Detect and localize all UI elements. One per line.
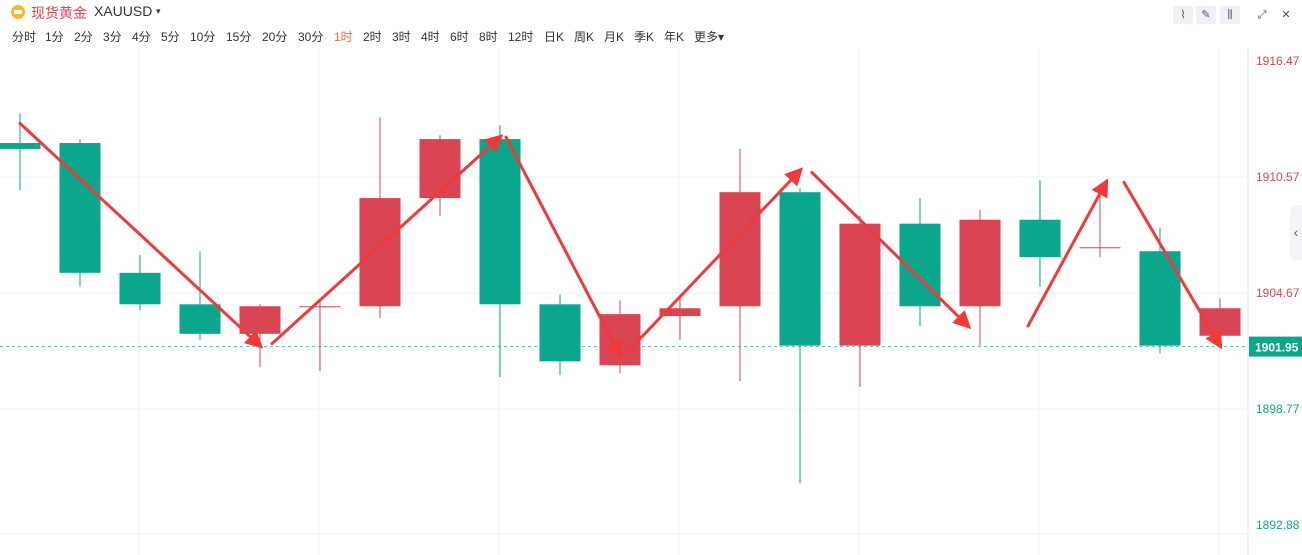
candle[interactable] — [719, 148, 761, 382]
gold-icon — [11, 5, 25, 19]
timeframe-13[interactable]: 4时 — [421, 30, 440, 44]
symbol-name[interactable]: 现货黄金 — [31, 5, 87, 21]
candle[interactable] — [179, 251, 221, 340]
timeframe-11[interactable]: 2时 — [363, 30, 382, 44]
candle-body — [1079, 247, 1121, 249]
candle-body — [479, 139, 521, 305]
timeframe-20[interactable]: 季K — [634, 30, 655, 44]
candle[interactable] — [419, 135, 461, 216]
timeframe-8[interactable]: 20分 — [262, 30, 288, 44]
candle[interactable] — [539, 294, 581, 376]
candle-body — [659, 308, 701, 317]
current-price-tag: 1901.95 — [1249, 336, 1302, 357]
candle-body — [1019, 219, 1061, 258]
candle-body — [959, 219, 1001, 307]
candle-body — [599, 314, 641, 366]
expand-icon[interactable]: ⤢ — [1257, 9, 1267, 21]
trend-arrow — [270, 134, 504, 346]
timeframe-15[interactable]: 8时 — [479, 30, 498, 44]
candle[interactable] — [1199, 298, 1241, 338]
timeframe-22[interactable]: 更多▾ — [694, 30, 725, 44]
candle-body — [119, 272, 161, 305]
candle[interactable] — [479, 125, 521, 378]
candle-body — [0, 143, 41, 149]
candle-body — [839, 223, 881, 346]
candle-body — [299, 306, 341, 308]
draw-pencil-icon[interactable]: ✎ — [1196, 6, 1216, 24]
candle[interactable] — [0, 113, 41, 191]
y-tick-label: 1898.77 — [1256, 402, 1300, 416]
symbol-code[interactable]: XAUUSD — [94, 3, 153, 19]
candle-body — [179, 304, 221, 334]
timeframe-18[interactable]: 周K — [574, 30, 595, 44]
candle[interactable] — [659, 298, 701, 340]
trend-arrow — [504, 135, 623, 360]
candle-body — [359, 198, 401, 307]
timeframe-6[interactable]: 10分 — [190, 30, 216, 44]
candle-type-icon[interactable]: ⫼ — [1220, 6, 1240, 24]
timeframe-4[interactable]: 4分 — [132, 30, 151, 44]
timeframe-bar: 分时 1分 2分 3分 4分 5分 10分 15分 20分 30分 1时 2时 3时 4时 6时 8时 12时日… — [0, 28, 760, 46]
candle[interactable] — [959, 209, 1001, 346]
y-tick-label: 1904.67 — [1256, 286, 1300, 300]
candle[interactable] — [839, 215, 881, 387]
close-icon[interactable]: ✕ — [1281, 9, 1291, 21]
trend-arrow — [624, 167, 804, 355]
candle[interactable] — [239, 304, 281, 368]
timeframe-7[interactable]: 15分 — [226, 30, 252, 44]
timeframe-19[interactable]: 月K — [604, 30, 625, 44]
candle[interactable] — [779, 188, 821, 484]
candle[interactable] — [119, 255, 161, 311]
timeframe-10[interactable]: 1时 — [334, 30, 353, 44]
candle[interactable] — [359, 117, 401, 319]
candle-body — [59, 143, 101, 273]
candle[interactable] — [299, 298, 341, 372]
timeframe-9[interactable]: 30分 — [298, 30, 324, 44]
y-tick-label: 1892.88 — [1256, 518, 1300, 532]
timeframe-1[interactable]: 1分 — [45, 30, 64, 44]
trend-arrow — [18, 121, 264, 349]
current-price-label: 1901.95 — [1255, 341, 1299, 355]
collapse-panel-handle[interactable]: ‹ — [1290, 205, 1302, 260]
chevron-down-icon[interactable]: ▾ — [156, 6, 161, 16]
timeframe-2[interactable]: 2分 — [74, 30, 93, 44]
chart-header: 现货黄金 XAUUSD ▾ ⌇ ✎ ⫼ ⤢ ✕ — [0, 0, 1302, 24]
candle-body — [419, 139, 461, 199]
timeframe-5[interactable]: 5分 — [161, 30, 180, 44]
candle-body — [779, 192, 821, 346]
candle[interactable] — [1019, 180, 1061, 287]
candlestick-chart[interactable]: 1916.47 1910.57 1904.67 1898.77 1892.88 1901.… — [0, 48, 1302, 555]
timeframe-3[interactable]: 3分 — [103, 30, 122, 44]
grid — [0, 48, 1248, 555]
timeframe-0[interactable]: 分时 — [12, 30, 37, 44]
trend-arrow — [810, 171, 972, 330]
candle[interactable] — [59, 139, 101, 287]
timeframe-21[interactable]: 年K — [664, 30, 685, 44]
timeframe-12[interactable]: 3时 — [392, 30, 411, 44]
timeframe-17[interactable]: 日K — [544, 30, 565, 44]
candle-body — [539, 304, 581, 362]
candle[interactable] — [599, 300, 641, 374]
y-tick-label: 1916.47 — [1256, 54, 1300, 68]
trend-arrow — [1026, 178, 1109, 328]
current-price-tag-bg — [1249, 336, 1302, 357]
y-tick-label: 1910.57 — [1256, 170, 1300, 184]
line-style-icon[interactable]: ⌇ — [1173, 6, 1193, 24]
timeframe-14[interactable]: 6时 — [450, 30, 469, 44]
candle-body — [239, 306, 281, 334]
trend-arrow — [1122, 180, 1223, 350]
candle[interactable] — [899, 198, 941, 326]
timeframe-16[interactable]: 12时 — [508, 30, 534, 44]
